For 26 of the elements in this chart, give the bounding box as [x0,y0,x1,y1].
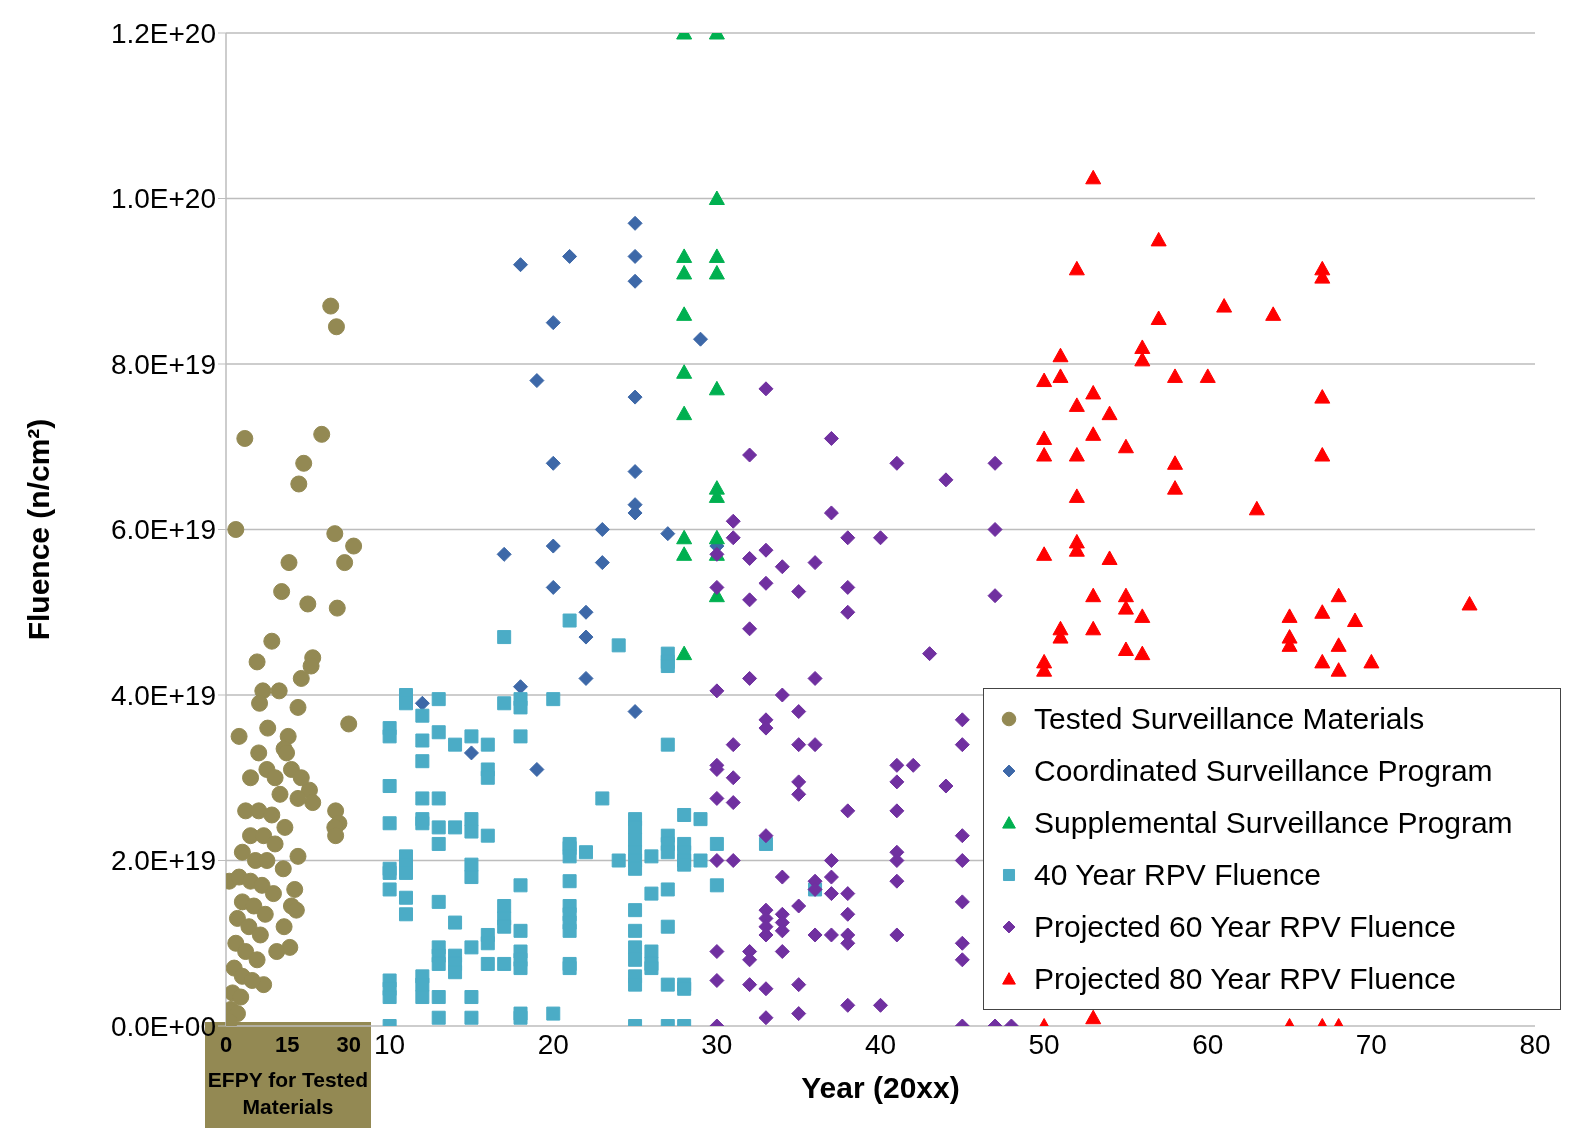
x-tick-label: 20 [537,1028,569,1060]
x-tick-label: 80 [1519,1028,1551,1060]
x-tick-label: 30 [701,1028,733,1060]
x2-axis-title: EFPY for Tested Materials [206,1067,370,1120]
x-tick-label: 40 [864,1028,897,1060]
legend-label: Supplemental Surveillance Program [1034,806,1513,840]
legend-label: Projected 80 Year RPV Fluence [1034,962,1456,996]
x-tick-label: 70 [1355,1028,1387,1060]
legend-label: Coordinated Surveillance Program [1034,754,1493,788]
legend-label: Projected 60 Year RPV Fluence [1034,910,1456,944]
x2-tick-label: 15 [275,1031,300,1057]
x-tick-label: 50 [1028,1028,1060,1060]
x2-tick-label: 0 [219,1031,233,1057]
y-tick-label: 6.0E+19 [110,514,216,546]
y-tick-label: 4.0E+19 [110,679,216,711]
y-axis-title: Fluence (n/cm²) [21,418,55,641]
y-tick-label: 2.0E+19 [110,845,216,877]
x-tick-label: 60 [1192,1028,1224,1060]
legend-label: 40 Year RPV Fluence [1034,858,1321,892]
y-tick-label: 1.2E+20 [110,17,216,49]
y-tick-label: 8.0E+19 [110,348,216,380]
y-tick-label: 1.0E+20 [110,183,216,215]
legend-label: Tested Surveillance Materials [1034,702,1425,736]
x-tick-label: 10 [374,1028,406,1060]
y-tick-label: 0.0E+00 [110,1010,216,1042]
x-axis-title: Year (20xx) [801,1071,960,1104]
